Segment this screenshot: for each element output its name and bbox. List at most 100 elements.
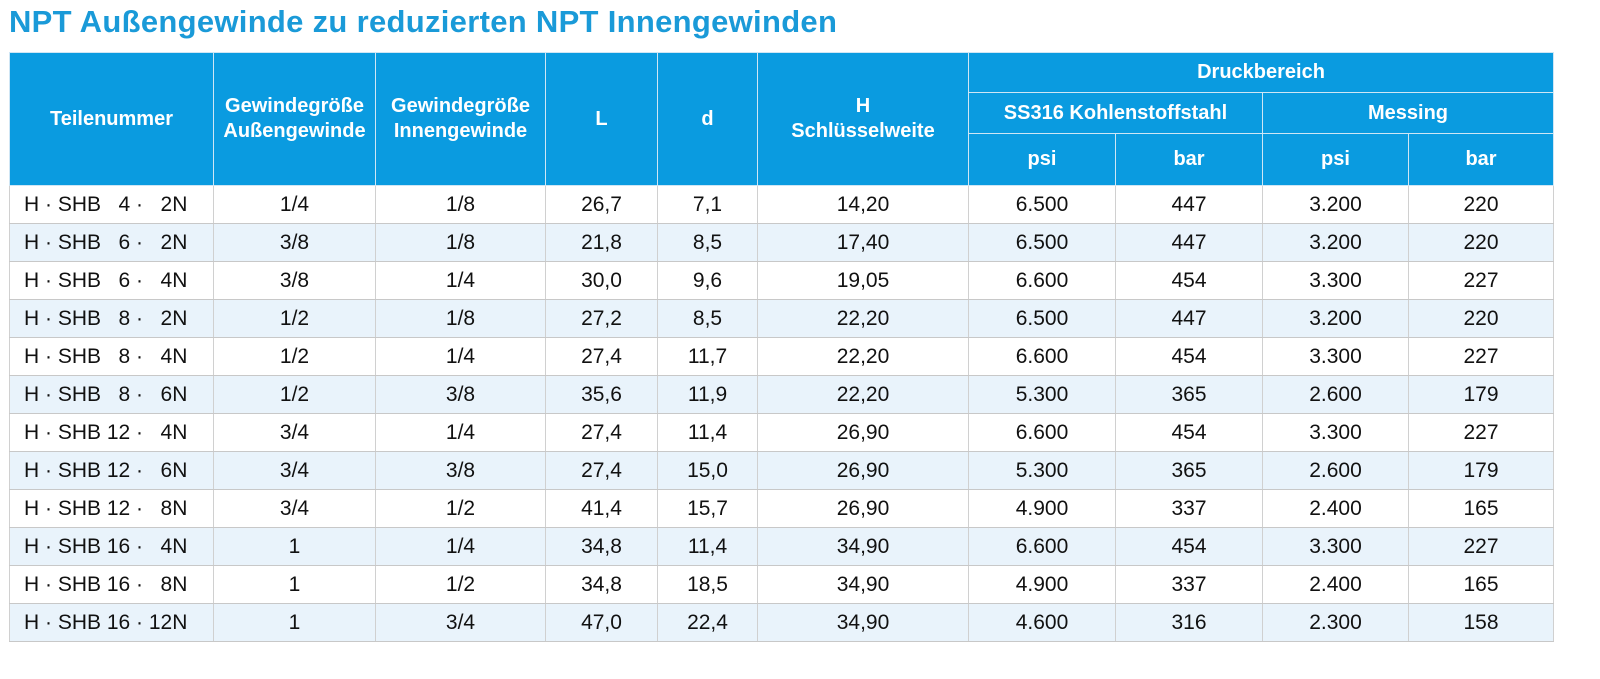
cell-outer-thread: 1 [213, 527, 376, 566]
cell-brass-psi: 3.300 [1262, 337, 1409, 376]
cell-H: 26,90 [757, 451, 969, 490]
cell-steel-psi: 4.900 [968, 489, 1116, 528]
cell-steel-bar: 365 [1115, 451, 1263, 490]
table-row: H · SHB 16 · 12N 1 3/4 47,0 22,4 34,90 4.600 31… [9, 603, 1555, 642]
cell-H: 22,20 [757, 375, 969, 414]
cell-brass-bar: 165 [1407, 565, 1555, 604]
cell-brass-bar: 227 [1407, 527, 1555, 566]
page-title: NPT Außengewinde zu reduzierten NPT Inne… [9, 4, 838, 39]
cell-L: 27,2 [545, 299, 658, 338]
cell-H: 17,40 [757, 223, 969, 262]
product-table: Teilenummer Gewindegröße Außengewinde Gew… [9, 52, 1555, 642]
cell-brass-psi: 2.600 [1262, 451, 1409, 490]
header-steel-bar: bar [1115, 133, 1263, 186]
cell-steel-bar: 447 [1115, 223, 1263, 262]
cell-brass-bar: 179 [1407, 375, 1555, 414]
cell-steel-bar: 454 [1115, 261, 1263, 300]
table-row: H · SHB 6 · 2N 3/8 1/8 21,8 8,5 17,40 6.500 447… [9, 223, 1555, 262]
header-L: L [545, 52, 658, 186]
header-pressure-range: Druckbereich [967, 52, 1555, 93]
cell-L: 26,7 [545, 185, 658, 224]
cell-steel-bar: 316 [1115, 603, 1263, 642]
cell-outer-thread: 1 [213, 603, 376, 642]
cell-inner-thread: 1/8 [375, 185, 546, 224]
cell-steel-psi: 6.600 [968, 261, 1116, 300]
cell-H: 19,05 [757, 261, 969, 300]
cell-d: 11,4 [657, 413, 758, 452]
cell-steel-psi: 6.600 [968, 527, 1116, 566]
cell-H: 26,90 [757, 413, 969, 452]
cell-brass-psi: 3.200 [1262, 185, 1409, 224]
cell-brass-bar: 227 [1407, 261, 1555, 300]
cell-outer-thread: 3/4 [213, 489, 376, 528]
cell-H: 22,20 [757, 337, 969, 376]
header-inner-thread: Gewindegröße Innengewinde [375, 52, 546, 186]
cell-d: 11,4 [657, 527, 758, 566]
table-row: H · SHB 8 · 6N 1/2 3/8 35,6 11,9 22,20 5.300 36… [9, 375, 1555, 414]
cell-L: 27,4 [545, 413, 658, 452]
cell-d: 18,5 [657, 565, 758, 604]
cell-steel-bar: 454 [1115, 413, 1263, 452]
cell-steel-bar: 454 [1115, 337, 1263, 376]
cell-inner-thread: 3/8 [375, 375, 546, 414]
cell-brass-bar: 220 [1407, 299, 1555, 338]
cell-brass-psi: 3.300 [1262, 413, 1409, 452]
cell-part-number: H · SHB 8 · 6N [9, 375, 214, 414]
cell-d: 8,5 [657, 223, 758, 262]
cell-outer-thread: 3/4 [213, 413, 376, 452]
cell-H: 26,90 [757, 489, 969, 528]
header-outer-thread: Gewindegröße Außengewinde [213, 52, 376, 186]
cell-L: 35,6 [545, 375, 658, 414]
header-brass: Messing [1261, 92, 1555, 134]
cell-H: 34,90 [757, 527, 969, 566]
cell-L: 27,4 [545, 451, 658, 490]
cell-part-number: H · SHB 16 · 4N [9, 527, 214, 566]
cell-outer-thread: 3/8 [213, 223, 376, 262]
table-row: H · SHB 6 · 4N 3/8 1/4 30,0 9,6 19,05 6.600 454… [9, 261, 1555, 300]
header-H: H Schlüsselweite [757, 52, 969, 186]
cell-inner-thread: 3/4 [375, 603, 546, 642]
cell-brass-bar: 165 [1407, 489, 1555, 528]
cell-outer-thread: 1/2 [213, 299, 376, 338]
cell-H: 34,90 [757, 565, 969, 604]
header-brass-bar: bar [1407, 133, 1555, 186]
cell-inner-thread: 1/2 [375, 565, 546, 604]
header-d: d [657, 52, 758, 186]
cell-brass-bar: 220 [1407, 223, 1555, 262]
cell-d: 8,5 [657, 299, 758, 338]
cell-part-number: H · SHB 12 · 8N [9, 489, 214, 528]
cell-steel-bar: 447 [1115, 185, 1263, 224]
cell-inner-thread: 1/8 [375, 223, 546, 262]
cell-steel-psi: 5.300 [968, 451, 1116, 490]
cell-steel-psi: 6.500 [968, 223, 1116, 262]
cell-steel-bar: 454 [1115, 527, 1263, 566]
table-row: H · SHB 12 · 8N 3/4 1/2 41,4 15,7 26,90 4.900 3… [9, 489, 1555, 528]
cell-inner-thread: 1/4 [375, 527, 546, 566]
cell-part-number: H · SHB 12 · 4N [9, 413, 214, 452]
cell-brass-bar: 179 [1407, 451, 1555, 490]
cell-inner-thread: 3/8 [375, 451, 546, 490]
cell-d: 11,7 [657, 337, 758, 376]
cell-part-number: H · SHB 16 · 12N [9, 603, 214, 642]
cell-inner-thread: 1/2 [375, 489, 546, 528]
cell-brass-psi: 2.400 [1262, 565, 1409, 604]
cell-steel-psi: 6.600 [968, 337, 1116, 376]
cell-outer-thread: 1 [213, 565, 376, 604]
cell-d: 9,6 [657, 261, 758, 300]
table-row: H · SHB 12 · 4N 3/4 1/4 27,4 11,4 26,90 6.600 4… [9, 413, 1555, 452]
table-row: H · SHB 16 · 8N 1 1/2 34,8 18,5 34,90 4.900 337… [9, 565, 1555, 604]
cell-steel-psi: 5.300 [968, 375, 1116, 414]
cell-inner-thread: 1/4 [375, 413, 546, 452]
table-row: H · SHB 12 · 6N 3/4 3/8 27,4 15,0 26,90 5.300 3… [9, 451, 1555, 490]
cell-L: 41,4 [545, 489, 658, 528]
header-steel: SS316 Kohlenstoffstahl [968, 92, 1263, 134]
cell-brass-psi: 2.600 [1262, 375, 1409, 414]
cell-d: 15,0 [657, 451, 758, 490]
cell-part-number: H · SHB 4 · 2N [9, 185, 214, 224]
cell-outer-thread: 1/2 [213, 375, 376, 414]
cell-H: 22,20 [757, 299, 969, 338]
cell-inner-thread: 1/4 [375, 337, 546, 376]
header-part-number: Teilenummer [9, 52, 214, 186]
cell-L: 34,8 [545, 565, 658, 604]
table-row: H · SHB 4 · 2N 1/4 1/8 26,7 7,1 14,20 6.500 447… [9, 185, 1555, 224]
